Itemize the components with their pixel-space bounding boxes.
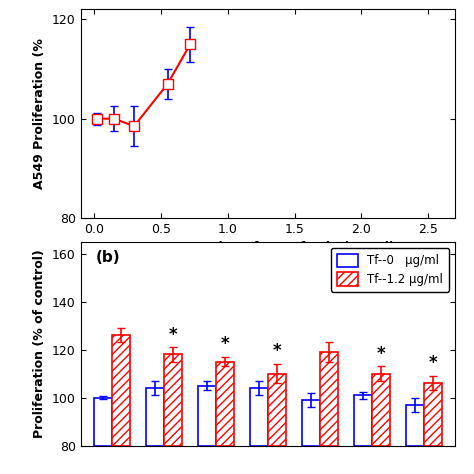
X-axis label: Concentration of transferrin (μg/ml): Concentration of transferrin (μg/ml) xyxy=(141,241,395,255)
Bar xyxy=(112,335,130,446)
Bar xyxy=(301,400,320,446)
Text: (b): (b) xyxy=(96,250,120,265)
Bar xyxy=(268,374,286,446)
Text: *: * xyxy=(220,335,229,353)
Bar xyxy=(354,395,372,446)
Text: *: * xyxy=(273,342,281,360)
Bar xyxy=(320,352,338,446)
Bar xyxy=(146,388,164,446)
Bar xyxy=(424,383,442,446)
Bar xyxy=(164,355,182,446)
Bar xyxy=(372,374,390,446)
Y-axis label: Proliferation (% of control): Proliferation (% of control) xyxy=(33,249,46,438)
Bar xyxy=(406,405,424,446)
Text: *: * xyxy=(428,355,437,373)
Bar xyxy=(250,388,268,446)
Legend: Tf--0   μg/ml, Tf--1.2 μg/ml: Tf--0 μg/ml, Tf--1.2 μg/ml xyxy=(331,247,449,292)
Bar xyxy=(198,386,216,446)
Text: *: * xyxy=(377,345,385,363)
Bar xyxy=(93,398,112,446)
Text: *: * xyxy=(169,326,177,344)
Y-axis label: A549 Proliferation (%: A549 Proliferation (% xyxy=(33,38,46,189)
Bar xyxy=(216,362,234,446)
